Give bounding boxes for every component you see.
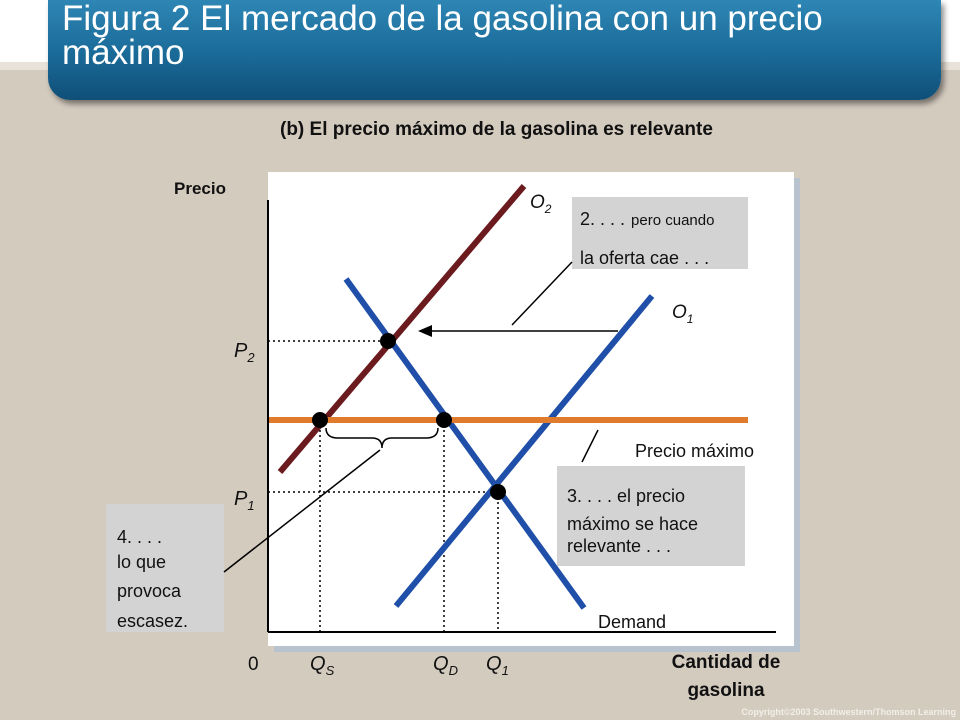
supply-curve-o1 xyxy=(393,294,655,608)
callout-3-pointer xyxy=(581,429,599,463)
point-p1-dot xyxy=(490,484,506,500)
title-bar xyxy=(48,0,941,100)
diagram-subtitle: (b) El precio máximo de la gasolina es r… xyxy=(280,119,713,140)
callout-box-2 xyxy=(572,197,748,269)
quantity-label-qs: QS xyxy=(310,653,335,678)
curve-label-ceiling: Precio máximo xyxy=(635,441,754,461)
x-axis-label-line1: Cantidad de xyxy=(672,652,781,673)
callout-4-line4: escasez. xyxy=(117,611,188,631)
curve-label-demand: Demand xyxy=(598,612,666,632)
point-qs-dot xyxy=(312,412,328,428)
callout-3-line2: máximo se hace xyxy=(567,514,698,534)
callout-4-line1: 4. . . . xyxy=(117,527,162,547)
quantity-label-qd: QD xyxy=(433,653,458,678)
callout-3-line3: relevante . . . xyxy=(567,536,671,556)
shortage-brace xyxy=(325,427,439,449)
slide-title: Figura 2 El mercado de la gasolina con u… xyxy=(62,0,823,72)
quantity-label-q1: Q1 xyxy=(486,653,509,678)
callout-2-line1: 2. . . . pero cuando xyxy=(580,209,714,229)
shift-arrowhead xyxy=(418,325,432,337)
x-axis-label-line2: gasolina xyxy=(687,680,765,701)
callout-2-line2: la oferta cae . . . xyxy=(580,248,709,268)
callout-box-4 xyxy=(106,504,224,632)
curve-label-o1: O1 xyxy=(672,302,693,326)
y-axis-label: Precio xyxy=(174,179,226,198)
point-qd-dot xyxy=(436,412,452,428)
origin-label: 0 xyxy=(248,654,259,675)
callout-3-line1: 3. . . . el precio xyxy=(567,486,685,506)
callout-4-pointer xyxy=(223,449,381,573)
callout-box-3 xyxy=(557,466,745,566)
callout-4-line2: lo que xyxy=(117,552,166,572)
point-p2-dot xyxy=(380,333,396,349)
copyright-notice: Copyright©2003 Southwestern/Thomson Lear… xyxy=(741,707,956,717)
callout-4-line3: provoca xyxy=(117,581,182,601)
curve-label-o2: O2 xyxy=(530,192,552,216)
price-label-p2: P2 xyxy=(234,340,255,365)
price-label-p1: P1 xyxy=(234,488,255,513)
callout-2-pointer xyxy=(511,261,573,326)
